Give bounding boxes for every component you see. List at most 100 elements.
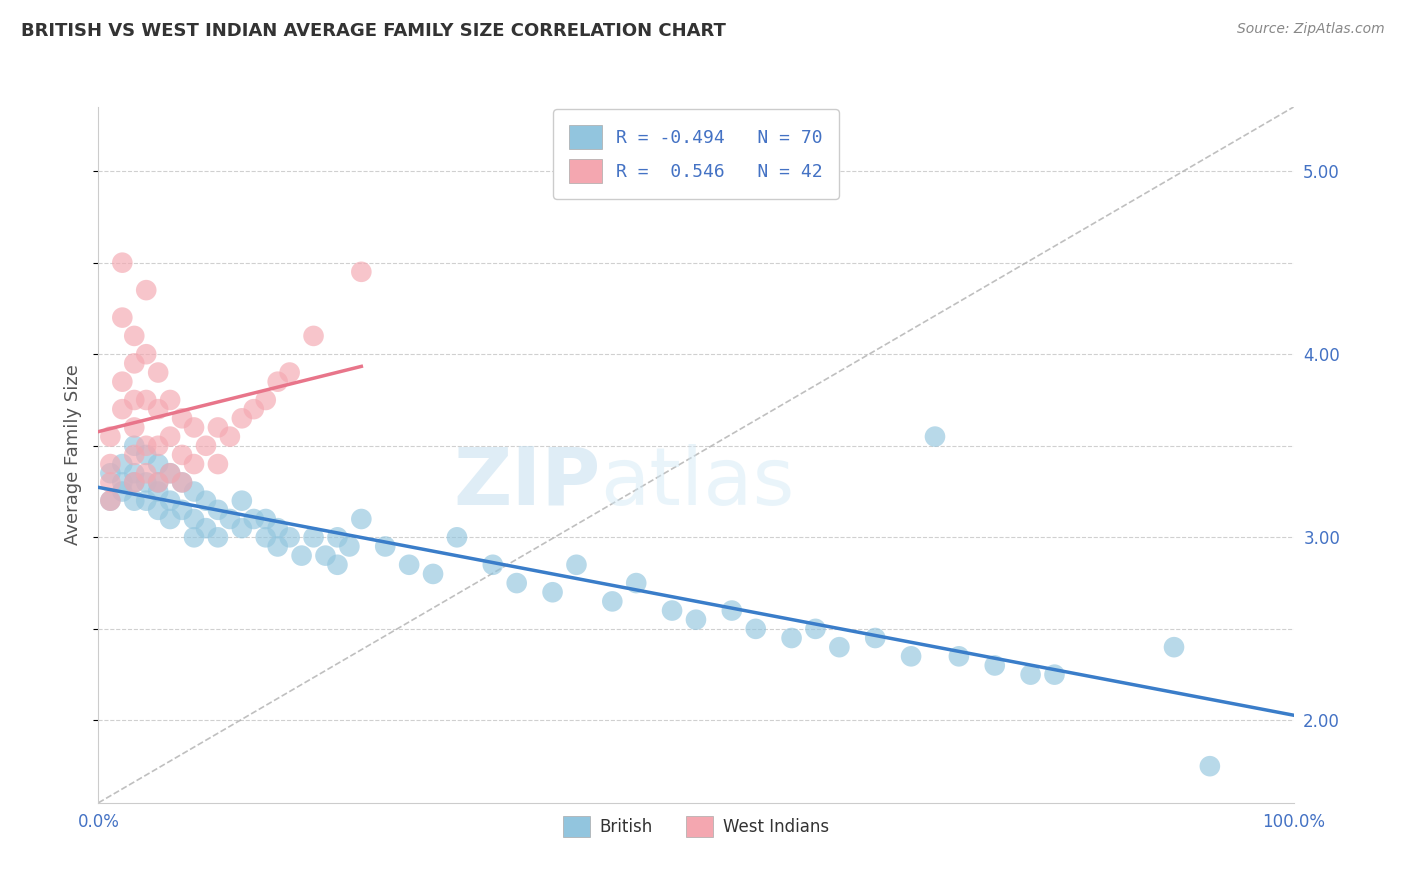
- Point: [98, 475, 122, 490]
- Point: [541, 585, 564, 599]
- Point: [1163, 640, 1185, 655]
- Point: [685, 613, 707, 627]
- Point: [124, 420, 146, 434]
- Point: [398, 558, 420, 572]
- Point: [207, 530, 229, 544]
- Point: [780, 631, 803, 645]
- Point: [446, 530, 468, 544]
- Point: [506, 576, 529, 591]
- Point: [254, 392, 277, 407]
- Point: [148, 402, 170, 417]
- Point: [207, 503, 229, 517]
- Point: [111, 475, 134, 490]
- Point: [315, 549, 337, 563]
- Point: [98, 493, 122, 508]
- Point: [195, 439, 218, 453]
- Point: [661, 603, 683, 617]
- Point: [374, 540, 396, 554]
- Point: [183, 484, 205, 499]
- Point: [159, 392, 181, 407]
- Point: [183, 530, 205, 544]
- Point: [195, 521, 218, 535]
- Point: [207, 420, 229, 434]
- Point: [148, 475, 170, 490]
- Point: [183, 420, 205, 434]
- Point: [1019, 667, 1042, 681]
- Point: [231, 411, 253, 425]
- Point: [350, 265, 373, 279]
- Point: [135, 493, 157, 508]
- Point: [111, 310, 134, 325]
- Point: [135, 392, 157, 407]
- Point: [302, 530, 325, 544]
- Point: [254, 530, 277, 544]
- Point: [135, 475, 157, 490]
- Point: [124, 329, 146, 343]
- Point: [148, 484, 170, 499]
- Point: [326, 558, 349, 572]
- Point: [124, 392, 146, 407]
- Text: Source: ZipAtlas.com: Source: ZipAtlas.com: [1237, 22, 1385, 37]
- Point: [135, 448, 157, 462]
- Point: [804, 622, 827, 636]
- Point: [124, 356, 146, 370]
- Point: [482, 558, 505, 572]
- Point: [231, 493, 253, 508]
- Point: [124, 475, 146, 490]
- Point: [159, 429, 181, 443]
- Point: [148, 503, 170, 517]
- Point: [98, 457, 122, 471]
- Point: [148, 366, 170, 380]
- Point: [111, 484, 134, 499]
- Point: [124, 448, 146, 462]
- Point: [183, 457, 205, 471]
- Point: [745, 622, 768, 636]
- Point: [984, 658, 1007, 673]
- Point: [243, 512, 266, 526]
- Point: [98, 493, 122, 508]
- Point: [243, 402, 266, 417]
- Point: [278, 366, 301, 380]
- Point: [124, 493, 146, 508]
- Point: [267, 521, 290, 535]
- Point: [291, 549, 314, 563]
- Point: [111, 255, 134, 269]
- Point: [172, 503, 194, 517]
- Point: [135, 347, 157, 361]
- Point: [231, 521, 253, 535]
- Point: [159, 512, 181, 526]
- Point: [721, 603, 744, 617]
- Point: [135, 439, 157, 453]
- Point: [135, 467, 157, 481]
- Point: [148, 475, 170, 490]
- Point: [626, 576, 648, 591]
- Point: [172, 411, 194, 425]
- Point: [219, 512, 242, 526]
- Point: [172, 475, 194, 490]
- Point: [865, 631, 887, 645]
- Y-axis label: Average Family Size: Average Family Size: [65, 365, 83, 545]
- Point: [98, 429, 122, 443]
- Point: [124, 439, 146, 453]
- Legend: British, West Indians: British, West Indians: [557, 810, 835, 843]
- Point: [1199, 759, 1222, 773]
- Point: [183, 512, 205, 526]
- Point: [267, 540, 290, 554]
- Point: [1043, 667, 1066, 681]
- Text: atlas: atlas: [600, 443, 794, 522]
- Point: [326, 530, 349, 544]
- Point: [254, 512, 277, 526]
- Point: [111, 457, 134, 471]
- Point: [124, 475, 146, 490]
- Point: [172, 448, 194, 462]
- Point: [159, 467, 181, 481]
- Point: [948, 649, 970, 664]
- Point: [565, 558, 588, 572]
- Point: [111, 402, 134, 417]
- Point: [339, 540, 361, 554]
- Point: [267, 375, 290, 389]
- Point: [148, 457, 170, 471]
- Point: [302, 329, 325, 343]
- Point: [148, 439, 170, 453]
- Point: [207, 457, 229, 471]
